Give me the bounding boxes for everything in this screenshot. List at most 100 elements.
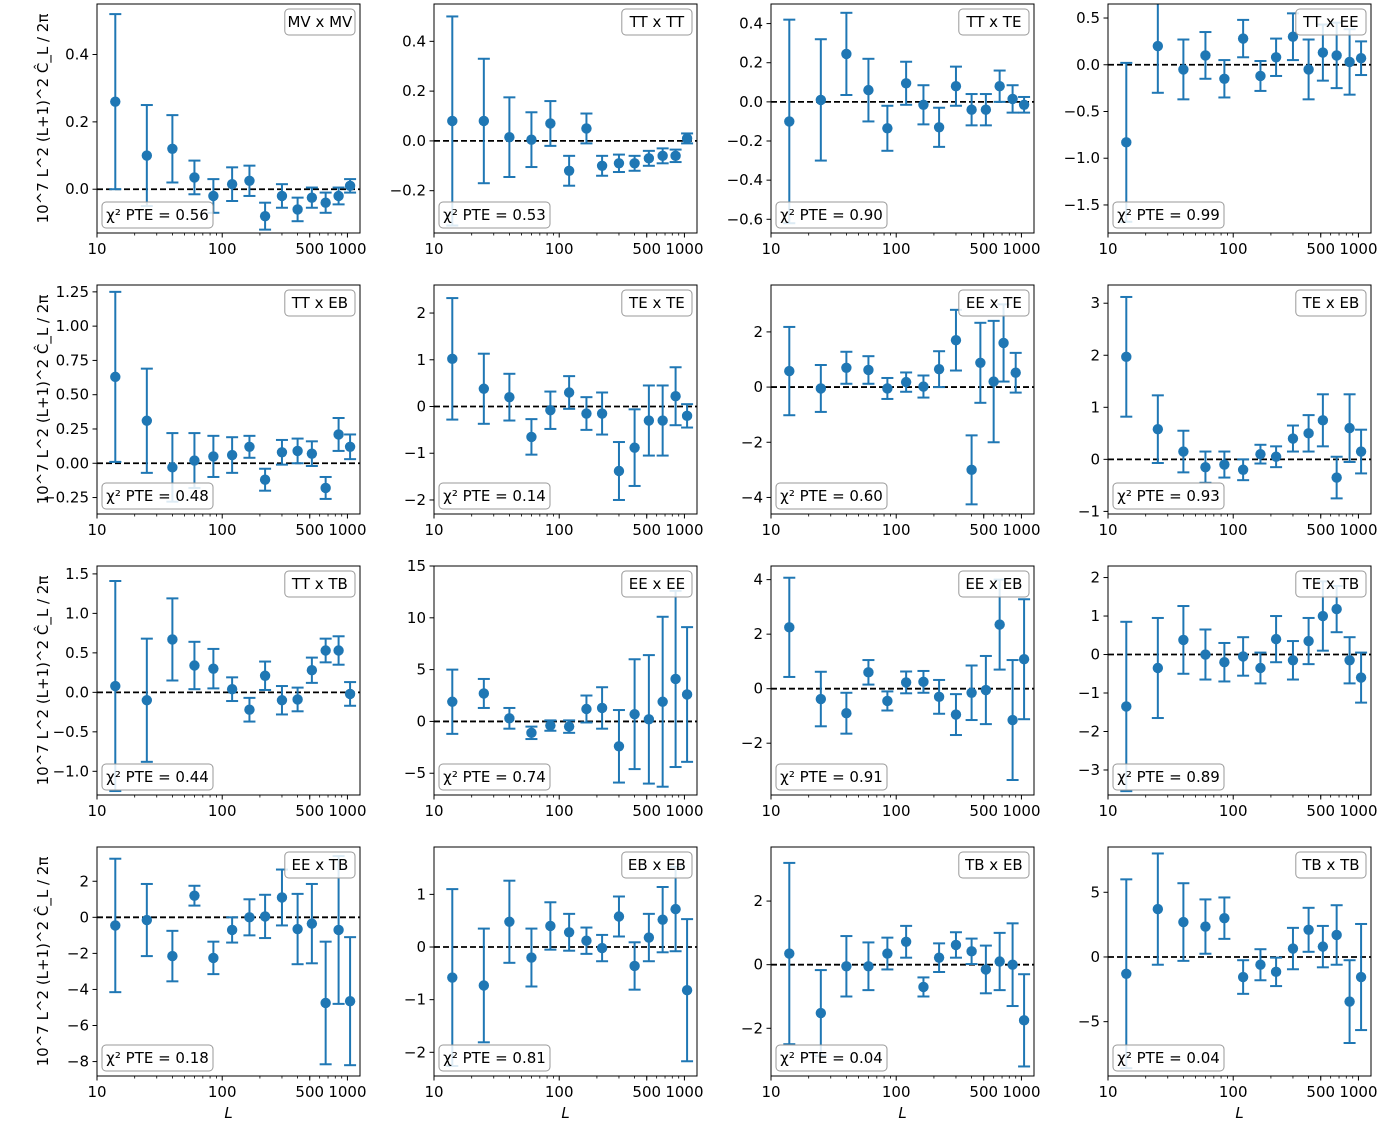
data-point	[320, 482, 331, 494]
data-point	[208, 451, 219, 462]
panel-title-box	[958, 851, 1030, 879]
data-point	[320, 645, 331, 656]
data-point	[613, 741, 625, 752]
data-point	[110, 920, 121, 931]
y-tick-label: 0.4	[739, 15, 763, 33]
data-point	[581, 123, 592, 134]
data-point	[320, 997, 331, 1009]
data-point	[344, 180, 356, 192]
y-tick-label: −2	[741, 433, 763, 451]
data-point	[966, 946, 977, 957]
x-tick-label: 500	[969, 240, 998, 258]
data-point	[563, 165, 575, 176]
x-tick-label: 10	[87, 1083, 106, 1101]
data-point	[784, 116, 795, 127]
data-layer	[97, 855, 360, 1067]
data-point	[1152, 40, 1164, 52]
data-point	[581, 408, 592, 419]
y-tick-label: 0	[416, 712, 426, 730]
data-point	[189, 172, 200, 183]
data-point	[306, 665, 318, 676]
panel-title: TE x TE	[628, 294, 685, 312]
y-tick-label: 0	[416, 398, 426, 416]
pte-label: χ² PTE = 0.14	[443, 487, 546, 505]
data-point	[815, 383, 827, 394]
pte-label: χ² PTE = 0.91	[780, 768, 883, 786]
data-point	[333, 190, 344, 202]
data-point	[1200, 461, 1211, 473]
data-layer	[434, 589, 697, 788]
y-tick-label: 10	[407, 609, 426, 627]
x-tick-label: 10	[1098, 240, 1117, 258]
y-tick-label: 0.25	[56, 420, 89, 438]
data-point	[167, 950, 178, 962]
y-tick-label: 0.0	[65, 180, 89, 198]
pte-label: χ² PTE = 0.53	[443, 206, 546, 224]
axes-frame	[433, 3, 698, 234]
data-point	[670, 673, 681, 685]
data-point	[141, 150, 153, 161]
data-point	[1317, 47, 1329, 58]
pte-box	[775, 482, 888, 510]
data-point	[1219, 459, 1230, 470]
data-point	[596, 702, 608, 714]
panel-title-box	[958, 8, 1030, 36]
y-tick-label: −5	[1078, 1013, 1100, 1031]
y-tick-label: −1	[1078, 502, 1100, 520]
x-tick-label: 1000	[328, 1083, 366, 1101]
y-tick-label: −0.5	[1064, 102, 1100, 120]
pte-label: χ² PTE = 0.99	[1117, 206, 1220, 224]
data-point	[918, 676, 929, 688]
data-point	[1219, 912, 1230, 924]
data-point	[643, 932, 655, 943]
pte-label: χ² PTE = 0.90	[780, 206, 883, 224]
data-point	[980, 684, 992, 696]
data-point	[110, 680, 121, 692]
y-tick-label: 1.25	[56, 283, 89, 301]
y-tick-label: 0.5	[1076, 9, 1100, 27]
data-point	[1303, 428, 1314, 439]
x-tick-label: 100	[208, 240, 237, 258]
data-point	[841, 708, 852, 719]
data-point	[276, 892, 288, 903]
data-point	[1303, 64, 1314, 75]
x-tick-label: 100	[208, 521, 237, 539]
panel-title: EE x TE	[966, 294, 1022, 312]
data-point	[1270, 451, 1282, 462]
data-point	[306, 448, 318, 459]
y-tick-label: 0	[1090, 450, 1100, 468]
pte-box	[1112, 482, 1225, 510]
panel-ee-x-ee: 10 100 500 1000 −5 0 5 10 15 EE x EE χ² PTE = 0.74	[404, 557, 704, 820]
y-tick-label: −3	[1078, 761, 1100, 779]
pte-label: χ² PTE = 0.89	[1117, 768, 1220, 786]
data-point	[882, 123, 893, 134]
pte-box	[438, 201, 551, 229]
x-tick-label: 1000	[665, 1083, 703, 1101]
pte-box	[775, 763, 888, 791]
data-point	[447, 972, 458, 983]
data-point	[447, 353, 458, 365]
x-tick-label: 1000	[328, 802, 366, 820]
y-tick-label: 2	[753, 323, 763, 341]
x-axis-label: L	[1235, 1104, 1243, 1122]
x-tick-label: 10	[87, 802, 106, 820]
x-tick-label: 500	[1306, 521, 1335, 539]
data-point	[1355, 672, 1367, 683]
x-tick-label: 500	[1306, 240, 1335, 258]
data-point	[629, 158, 640, 169]
x-tick-label: 100	[545, 1083, 574, 1101]
data-point	[545, 720, 556, 731]
data-point	[1331, 50, 1342, 61]
panel-te-x-te: 10 100 500 1000 −2 −1 0 1 2 TE x TE χ² PTE = 0.14	[404, 284, 704, 539]
data-point	[545, 118, 556, 129]
pte-label: χ² PTE = 0.44	[106, 768, 209, 786]
y-axis-label: 10^7 L^2 (L+1)^2 Ĉ_L / 2π	[33, 857, 53, 1067]
data-point	[208, 190, 219, 202]
panel-title: TE x TB	[1302, 575, 1360, 593]
pte-label: χ² PTE = 0.04	[1117, 1049, 1220, 1067]
data-point	[276, 190, 288, 202]
axes-frame	[1107, 565, 1372, 796]
y-tick-label: −1	[404, 991, 426, 1009]
data-point	[1010, 367, 1021, 378]
x-tick-label: 100	[882, 240, 911, 258]
